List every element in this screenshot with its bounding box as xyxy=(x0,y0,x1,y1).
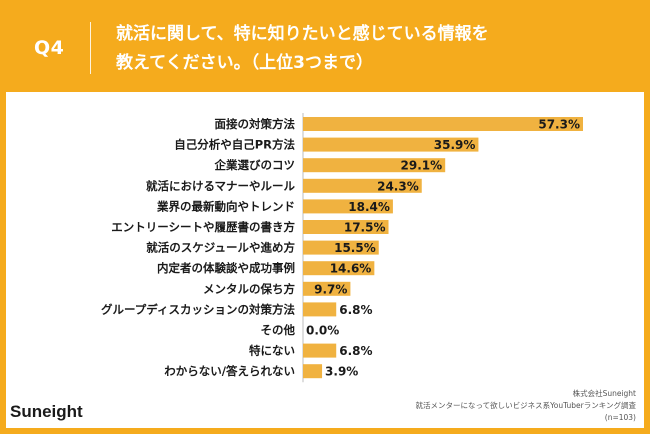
category-label: 特にない xyxy=(249,344,295,358)
header: Q4 就活に関して、特に知りたいと感じている情報を 教えてください。（上位3つま… xyxy=(0,0,650,92)
question-title: 就活に関して、特に知りたいと感じている情報を 教えてください。（上位3つまで） xyxy=(116,20,636,78)
question-title-line1: 就活に関して、特に知りたいと感じている情報を xyxy=(116,24,489,44)
category-label: 就活におけるマナーやルール xyxy=(146,179,296,193)
bar xyxy=(303,261,375,276)
category-label: エントリーシートや履歴書の書き方 xyxy=(111,220,295,234)
bar xyxy=(303,199,393,214)
data-label: 0.0% xyxy=(306,324,339,338)
suneight-logo: Suneight xyxy=(10,402,83,421)
bar xyxy=(303,240,379,255)
data-label: 35.9% xyxy=(434,138,476,152)
category-label: 企業選びのコツ xyxy=(214,158,296,172)
bar xyxy=(303,158,446,173)
question-title-line2: 教えてください。（上位3つまで） xyxy=(116,53,373,73)
data-label: 6.8% xyxy=(339,344,372,358)
category-label: 業界の最新動向やトレンド xyxy=(156,199,295,213)
data-label: 18.4% xyxy=(348,200,390,214)
source-note: 株式会社Suneight 就活メンターになって欲しいビジネス系YouTuberラ… xyxy=(416,388,636,424)
bar xyxy=(303,117,583,131)
bar xyxy=(303,343,337,358)
data-label: 24.3% xyxy=(377,179,419,193)
source-company: 株式会社Suneight xyxy=(572,389,636,398)
data-label: 9.7% xyxy=(314,282,347,296)
bar xyxy=(303,302,337,317)
category-label: わからない/答えられない xyxy=(164,364,295,378)
bar xyxy=(303,281,351,296)
data-label: 57.3% xyxy=(538,118,580,132)
category-label: その他 xyxy=(261,323,296,337)
data-label: 29.1% xyxy=(401,159,443,173)
data-label: 3.9% xyxy=(325,365,358,379)
category-label: 自己分析や自己PR方法 xyxy=(174,138,295,152)
category-label: グループディスカッションの対策方法 xyxy=(101,302,296,316)
bar xyxy=(303,137,479,152)
source-survey: 就活メンターになって欲しいビジネス系YouTuberランキング調査 xyxy=(415,401,636,410)
bar xyxy=(303,178,422,193)
category-label: 就活のスケジュールや進め方 xyxy=(146,241,295,255)
category-label: メンタルの保ち方 xyxy=(203,282,295,296)
category-label: 面接の対策方法 xyxy=(215,117,296,131)
question-number: Q4 xyxy=(34,37,65,59)
data-label: 14.6% xyxy=(330,262,372,276)
data-label: 6.8% xyxy=(339,303,372,317)
source-sample-size: (n=103) xyxy=(604,413,636,422)
bar xyxy=(303,364,323,379)
bar xyxy=(303,220,389,234)
data-label: 17.5% xyxy=(344,221,386,235)
data-label: 15.5% xyxy=(334,241,376,255)
category-label: 内定者の体験談や成功事例 xyxy=(157,261,295,275)
header-divider xyxy=(90,22,91,74)
